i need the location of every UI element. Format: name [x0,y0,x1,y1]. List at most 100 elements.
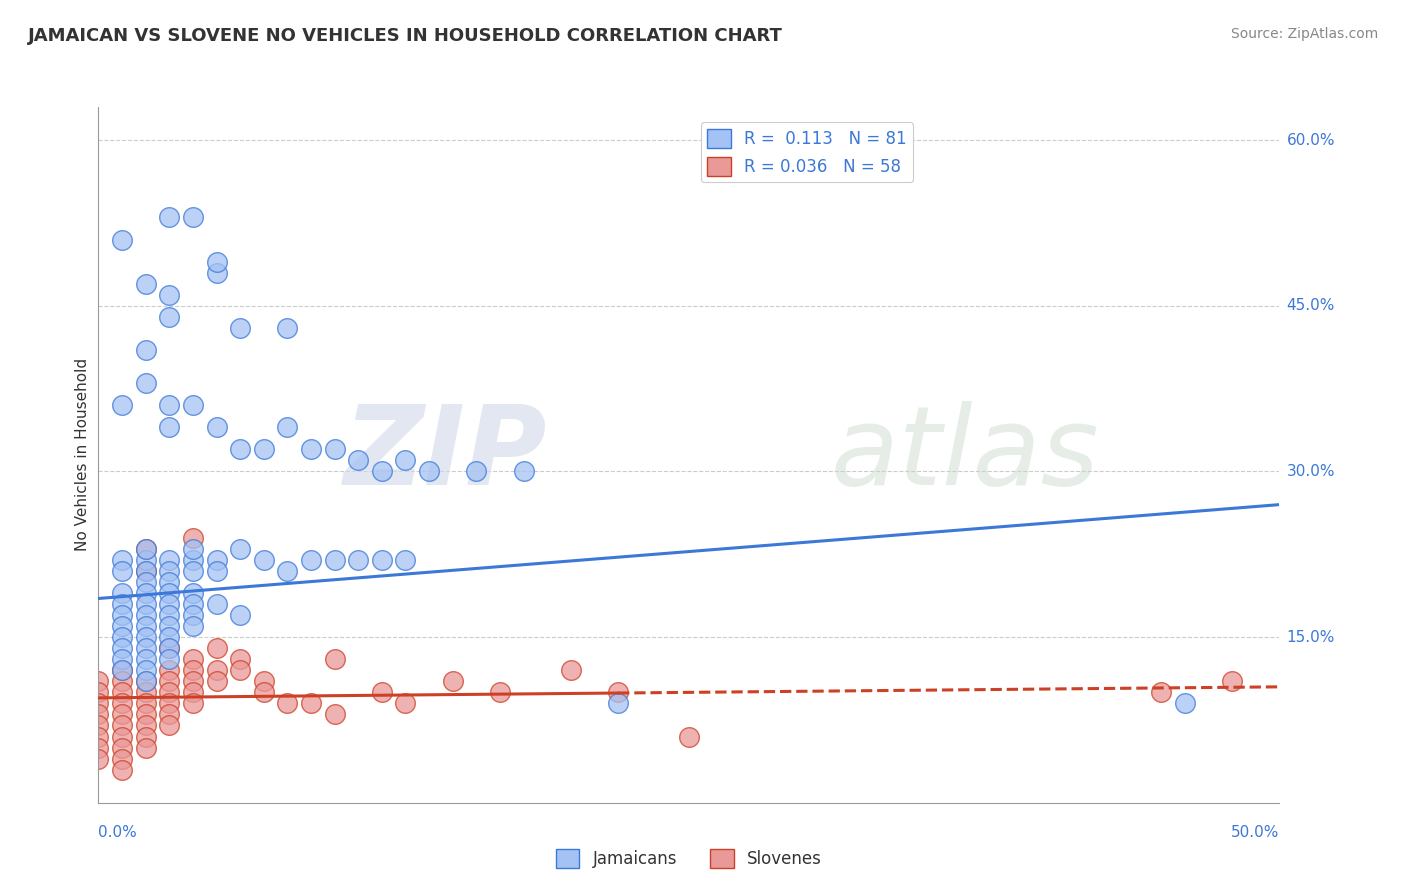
Point [157,697,180,711]
Point [253,685,276,699]
Point [111,233,134,247]
Point [135,277,157,291]
Point [1150,685,1173,699]
Text: atlas: atlas [831,401,1099,508]
Point [181,564,204,578]
Point [323,707,346,722]
Point [299,442,322,457]
Text: 45.0%: 45.0% [1286,298,1334,313]
Point [181,674,204,689]
Point [323,553,346,567]
Point [181,586,204,600]
Point [229,541,252,556]
Text: JAMAICAN VS SLOVENE NO VEHICLES IN HOUSEHOLD CORRELATION CHART: JAMAICAN VS SLOVENE NO VEHICLES IN HOUSE… [28,27,783,45]
Point [205,553,228,567]
Point [394,553,416,567]
Point [229,608,252,623]
Point [181,697,204,711]
Point [347,453,370,467]
Point [323,442,346,457]
Point [394,453,416,467]
Text: Source: ZipAtlas.com: Source: ZipAtlas.com [1230,27,1378,41]
Point [87,674,110,689]
Point [135,343,157,357]
Point [111,697,134,711]
Point [1174,697,1197,711]
Y-axis label: No Vehicles in Household: No Vehicles in Household [75,359,90,551]
Point [441,674,464,689]
Point [87,730,110,744]
Point [181,619,204,633]
Point [157,619,180,633]
Legend: Jamaicans, Slovenes: Jamaicans, Slovenes [550,842,828,875]
Point [229,663,252,677]
Point [87,718,110,732]
Point [560,663,582,677]
Point [111,718,134,732]
Point [135,685,157,699]
Point [135,541,157,556]
Point [157,586,180,600]
Point [229,321,252,335]
Point [111,652,134,666]
Point [181,398,204,412]
Text: 15.0%: 15.0% [1286,630,1334,645]
Point [607,697,630,711]
Point [157,398,180,412]
Point [135,553,157,567]
Point [135,740,157,755]
Point [276,321,298,335]
Point [157,564,180,578]
Point [205,597,228,611]
Point [111,730,134,744]
Point [135,718,157,732]
Point [135,376,157,391]
Point [87,751,110,765]
Text: 60.0%: 60.0% [1286,133,1334,148]
Point [276,564,298,578]
Point [371,553,394,567]
Point [135,564,157,578]
Point [371,685,394,699]
Point [157,652,180,666]
Point [299,553,322,567]
Point [181,608,204,623]
Point [678,730,700,744]
Point [347,553,370,567]
Text: 50.0%: 50.0% [1232,825,1279,840]
Point [489,685,512,699]
Point [157,420,180,434]
Point [111,740,134,755]
Point [111,398,134,412]
Point [157,707,180,722]
Point [135,674,157,689]
Point [276,697,298,711]
Point [111,685,134,699]
Point [135,697,157,711]
Point [157,630,180,644]
Point [157,574,180,589]
Point [276,420,298,434]
Point [418,465,440,479]
Point [111,586,134,600]
Point [135,707,157,722]
Point [205,674,228,689]
Point [135,663,157,677]
Point [157,641,180,656]
Point [181,211,204,225]
Point [157,553,180,567]
Point [111,707,134,722]
Point [135,652,157,666]
Point [111,663,134,677]
Point [111,619,134,633]
Point [181,541,204,556]
Point [111,663,134,677]
Point [253,674,276,689]
Point [157,597,180,611]
Point [157,211,180,225]
Point [157,674,180,689]
Text: 0.0%: 0.0% [98,825,138,840]
Point [111,641,134,656]
Point [323,652,346,666]
Point [299,697,322,711]
